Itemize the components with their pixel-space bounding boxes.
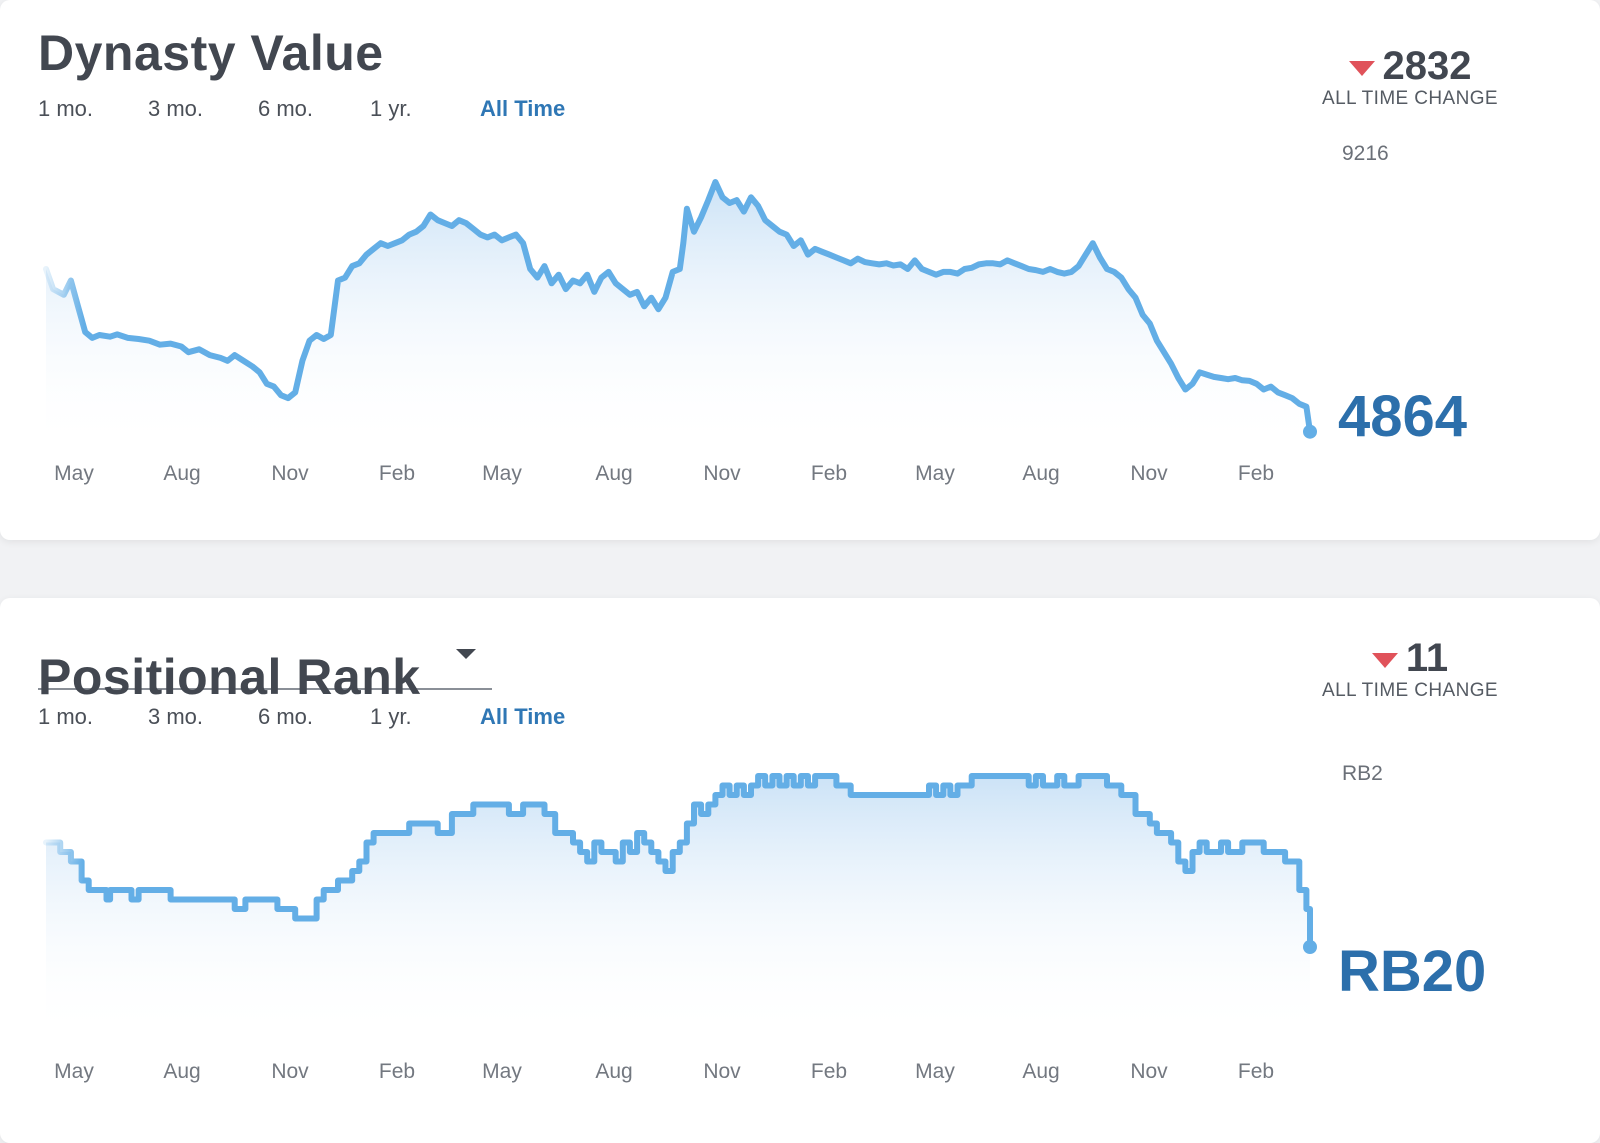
positional-rank-dropdown[interactable]: Positional Rank [38,622,492,705]
change-value: 2832 [1382,43,1472,88]
range-all-time[interactable]: All Time [480,704,566,729]
x-tick-label: May [54,1060,94,1083]
triangle-down-icon [1371,652,1398,668]
series-line [43,773,1313,950]
range-1yr[interactable]: 1 yr. [370,704,412,729]
x-tick-label: Aug [163,462,200,485]
x-tick-label: Aug [595,462,632,485]
x-tick-label: Feb [1238,1060,1274,1083]
range-6mo[interactable]: 6 mo. [258,704,314,729]
positional-rank-chart: May Aug Nov Feb May Aug Nov Feb May Aug Nov Feb [43,773,1317,1083]
chart-area-fill [46,776,1310,1038]
all-time-change: 2832 ALL TIME CHANGE [1300,42,1520,110]
current-rank: RB20 [1338,939,1487,1004]
change-label: ALL TIME CHANGE [1322,88,1498,109]
change-label: ALL TIME CHANGE [1322,680,1498,701]
dynasty-value-title: Dynasty Value [38,25,384,81]
range-6mo[interactable]: 6 mo. [258,96,314,121]
x-tick-label: Feb [379,462,415,485]
triangle-down-icon [1348,60,1375,76]
x-tick-label: Nov [271,462,309,485]
x-tick-label: Feb [1238,462,1274,485]
peak-rank-label: RB2 [1342,762,1383,785]
range-1mo[interactable]: 1 mo. [38,96,94,121]
x-tick-label: May [915,1060,955,1083]
all-time-change: 11 ALL TIME CHANGE [1300,634,1520,702]
range-3mo[interactable]: 3 mo. [148,96,204,121]
x-tick-label: Nov [271,1060,309,1083]
x-tick-label: May [915,462,955,485]
positional-rank-title: Positional Rank [38,649,421,705]
x-tick-label: May [482,462,522,485]
range-1mo[interactable]: 1 mo. [38,704,94,729]
peak-value-label: 9216 [1342,142,1389,165]
x-tick-label: Feb [379,1060,415,1083]
x-tick-label: May [54,462,94,485]
x-tick-label: Aug [1022,462,1059,485]
x-tick-label: Feb [811,1060,847,1083]
range-3mo[interactable]: 3 mo. [148,704,204,729]
x-tick-label: Nov [1130,1060,1168,1083]
range-all-time[interactable]: All Time [480,96,566,121]
range-1yr[interactable]: 1 yr. [370,96,412,121]
x-tick-label: Feb [811,462,847,485]
series-line [43,179,1313,435]
current-point[interactable] [1303,940,1317,954]
dynasty-value-chart: May Aug Nov Feb May Aug Nov Feb May Aug Nov Feb [43,179,1317,485]
x-tick-label: Nov [1130,462,1168,485]
x-tick-label: Aug [1022,1060,1059,1083]
chart-area-fill [46,182,1310,450]
x-tick-label: Aug [595,1060,632,1083]
x-tick-label: Nov [703,1060,741,1083]
dynasty-value-card: May Aug Nov Feb May Aug Nov Feb May Aug Nov Feb Dyn… [0,0,1600,540]
caret-down-icon [456,649,476,659]
x-tick-label: Aug [163,1060,200,1083]
x-tick-label: May [482,1060,522,1083]
current-value: 4864 [1338,384,1468,449]
positional-rank-card: May Aug Nov Feb May Aug Nov Feb May Aug Nov Feb Pos… [0,598,1600,1143]
change-value: 11 [1405,635,1449,680]
current-point[interactable] [1303,424,1317,439]
x-tick-label: Nov [703,462,741,485]
